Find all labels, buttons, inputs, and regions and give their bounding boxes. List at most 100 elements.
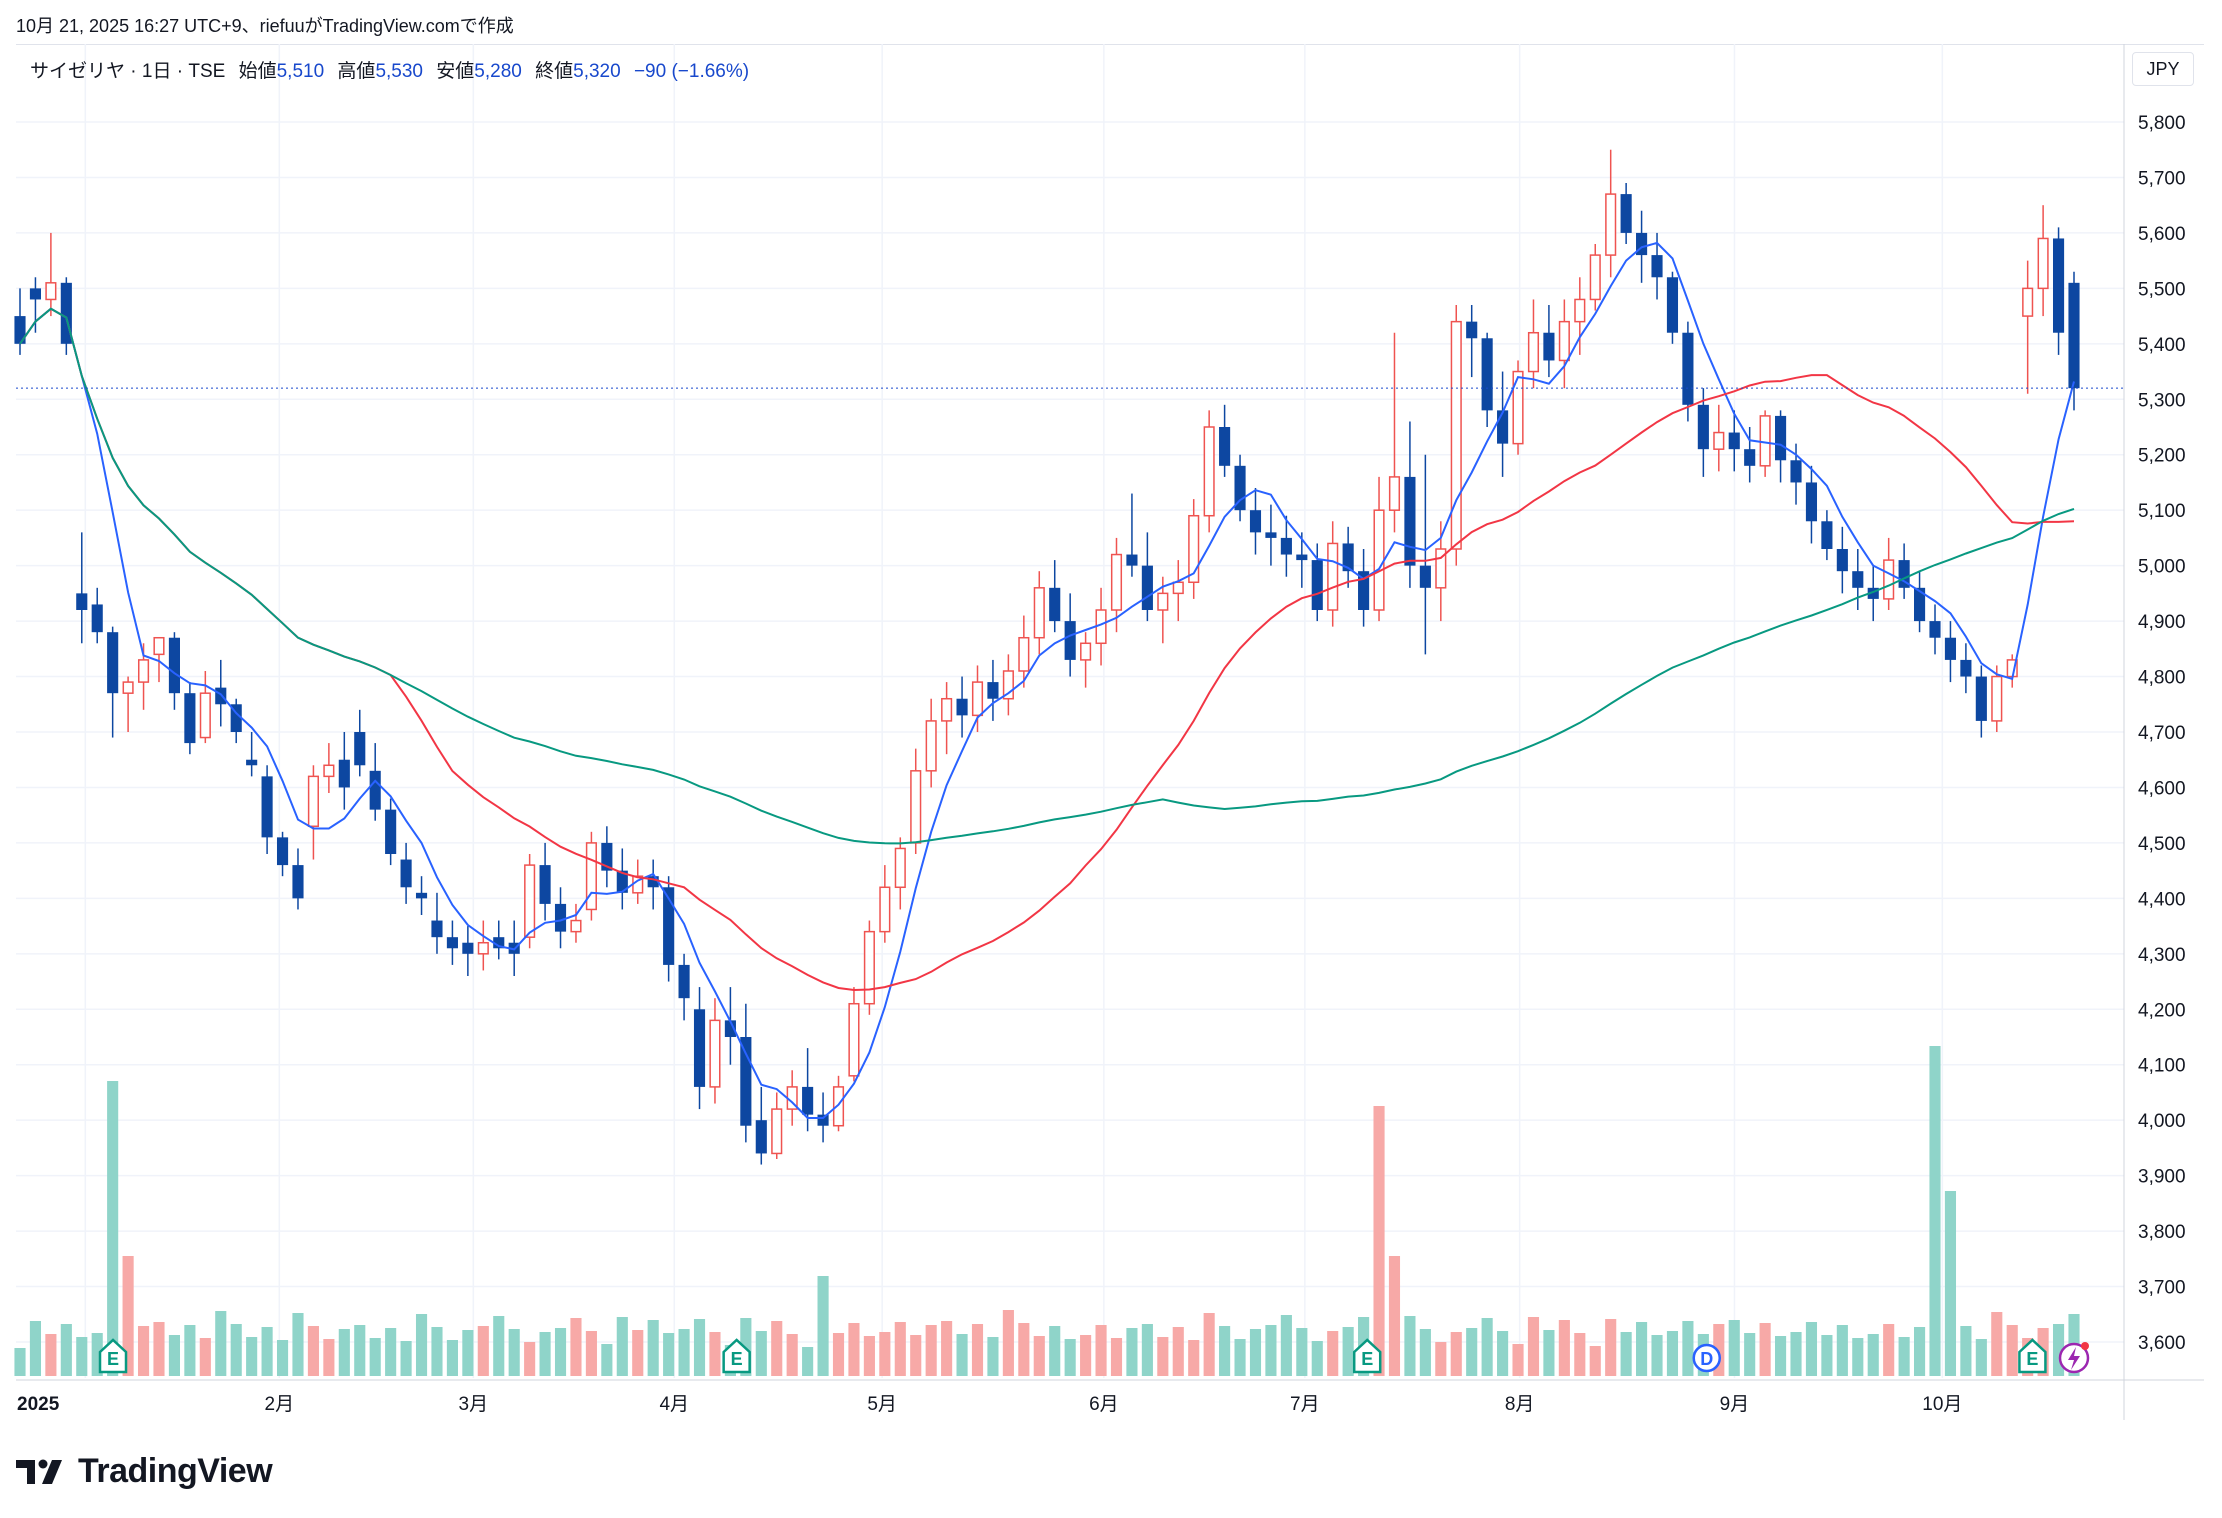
candle-body-down: [2068, 282, 2080, 389]
candle-body-up: [1002, 670, 1014, 700]
price-tick-label: 4,100: [2138, 1056, 2186, 1077]
ohlc-legend: サイゼリヤ · 1日 · TSE 始値5,510 高値5,530 安値5,280…: [30, 56, 749, 83]
volume-bar: [261, 1327, 273, 1376]
candle-body-up: [122, 681, 134, 694]
volume-bar: [1991, 1312, 2003, 1376]
volume-bar: [1280, 1315, 1292, 1376]
candle-body-down: [678, 964, 690, 999]
candle-body-down: [215, 687, 227, 705]
volume-bar: [446, 1340, 458, 1376]
volume-bar: [1141, 1324, 1153, 1376]
volume-bar: [1373, 1106, 1385, 1376]
notification-dot-icon: [2081, 1342, 2089, 1350]
volume-bar: [524, 1342, 536, 1376]
dividend-marker-icon[interactable]: D: [1692, 1343, 1721, 1373]
candle-body-down: [1636, 232, 1648, 256]
legend-low-value: 5,280: [474, 61, 522, 82]
volume-bar: [1188, 1340, 1200, 1376]
candle-body-up: [1589, 254, 1601, 301]
volume-bar: [168, 1335, 180, 1376]
volume-bar: [1481, 1318, 1493, 1376]
time-tick-label: 10月: [1922, 1394, 1962, 1415]
volume-bar: [1265, 1325, 1277, 1376]
candle-body-down: [1280, 537, 1292, 555]
price-tick-label: 4,300: [2138, 945, 2186, 966]
volume-bar: [910, 1335, 922, 1376]
event-marker-label: E: [1361, 1349, 1373, 1369]
volume-bar: [1095, 1325, 1107, 1376]
candle-body-up: [1450, 320, 1462, 550]
candle-body-down: [1960, 659, 1972, 677]
candle-body-down: [462, 942, 474, 954]
candle-body-down: [14, 316, 26, 344]
volume-bar: [1110, 1338, 1123, 1376]
volume-bar: [941, 1321, 953, 1376]
price-axis[interactable]: 3,600 3,700 3,800 3,900 4,000 4,100 4,200 4,300…: [2138, 113, 2186, 1354]
volume-bar: [956, 1334, 968, 1376]
tradingview-logo-icon: [16, 1459, 62, 1484]
candle-body-down: [400, 859, 412, 888]
volume-bar: [1080, 1335, 1092, 1376]
candle-body-down: [1049, 587, 1061, 622]
volume-bar: [1728, 1320, 1740, 1376]
earnings-marker-icon[interactable]: E: [722, 1338, 751, 1374]
earnings-marker-icon[interactable]: E: [2018, 1338, 2047, 1374]
volume-bar: [184, 1325, 196, 1376]
candle-body-down: [755, 1120, 767, 1154]
time-tick-label: 9月: [1720, 1394, 1750, 1415]
volume-bar: [1033, 1336, 1045, 1376]
candle-body-up: [1512, 370, 1524, 445]
candle-body-up: [848, 1002, 860, 1077]
candle-body-down: [663, 887, 675, 965]
volume-bar: [199, 1338, 211, 1376]
candle-body-up: [524, 864, 536, 938]
lightning-icon[interactable]: [2058, 1342, 2090, 1374]
volume-bar: [1790, 1332, 1802, 1376]
candle-body-up: [1110, 553, 1123, 611]
volume-bar: [369, 1338, 381, 1376]
price-tick-label: 5,700: [2138, 168, 2186, 189]
volume-bar: [1666, 1331, 1679, 1376]
volume-bar: [2006, 1325, 2018, 1376]
currency-selector[interactable]: JPY: [2132, 52, 2194, 86]
tradingview-logo-text: TradingView: [78, 1452, 273, 1490]
volume-bar: [802, 1347, 814, 1376]
time-tick-label: 6月: [1089, 1394, 1119, 1415]
price-tick-label: 5,500: [2138, 279, 2186, 300]
legend-close-value: 5,320: [573, 61, 621, 82]
volume-bar: [1435, 1342, 1447, 1376]
volume-bar: [1450, 1332, 1462, 1376]
candle-body-up: [894, 847, 906, 889]
candle-body-down: [1064, 621, 1076, 660]
moving-average-short: [19, 241, 2075, 1119]
volume-bar: [76, 1337, 88, 1376]
tradingview-logo[interactable]: TradingView: [16, 1452, 273, 1491]
volume-bar: [1836, 1325, 1848, 1376]
earnings-marker-shape: [1352, 1338, 1382, 1374]
volume-bar: [1589, 1346, 1601, 1376]
volume-bar: [1404, 1316, 1416, 1376]
candle-body-down: [431, 920, 443, 938]
volume-bar: [1311, 1341, 1323, 1376]
volume-bar: [45, 1334, 57, 1376]
volume-bar: [863, 1336, 875, 1376]
volume-bar: [1558, 1320, 1570, 1376]
candle-body-down: [1296, 554, 1308, 561]
volume-bar: [292, 1313, 304, 1376]
candle-body-down: [385, 809, 397, 854]
volume-bar: [276, 1340, 289, 1376]
volume-bar: [122, 1256, 134, 1376]
volume-bar: [1466, 1328, 1478, 1376]
volume-bar: [1636, 1322, 1648, 1376]
earnings-marker-icon[interactable]: E: [1352, 1338, 1382, 1374]
volume-bar: [1975, 1339, 1987, 1376]
candle-body-up: [971, 681, 984, 717]
time-tick-label: 3月: [459, 1394, 489, 1415]
earnings-marker-icon[interactable]: E: [98, 1338, 128, 1374]
price-tick-label: 5,000: [2138, 557, 2186, 578]
time-axis[interactable]: 2025 2月 3月 4月 5月 6月 7月 8月 9月 10月: [17, 1394, 1962, 1415]
candle-body-down: [1852, 571, 1864, 588]
chart-grid: [16, 44, 2124, 1378]
